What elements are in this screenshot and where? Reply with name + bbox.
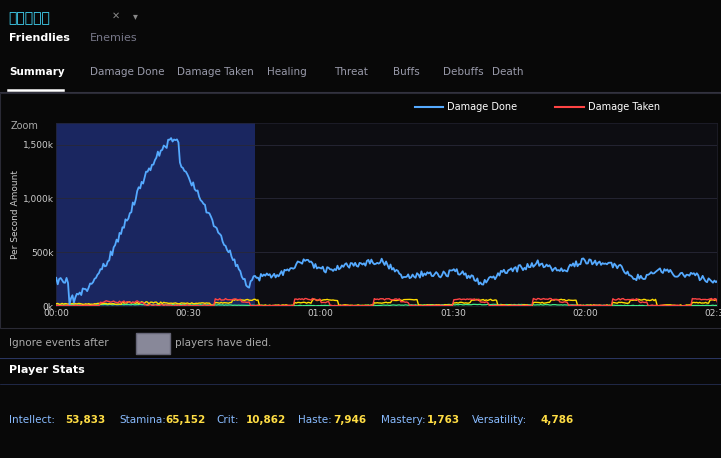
Bar xyxy=(56,123,255,306)
Text: 10,862: 10,862 xyxy=(246,415,286,425)
Text: Stamina:: Stamina: xyxy=(119,415,166,425)
Text: Healing: Healing xyxy=(267,67,306,77)
Text: Friendlies: Friendlies xyxy=(9,33,69,43)
Text: Mastery:: Mastery: xyxy=(381,415,425,425)
Text: 1,763: 1,763 xyxy=(427,415,460,425)
Text: Death: Death xyxy=(492,67,524,77)
Text: Crit:: Crit: xyxy=(216,415,239,425)
Text: Summary: Summary xyxy=(9,67,65,77)
Text: Zoom: Zoom xyxy=(11,121,39,131)
Text: Damage Taken: Damage Taken xyxy=(177,67,253,77)
Text: Buffs: Buffs xyxy=(393,67,420,77)
Text: 53,833: 53,833 xyxy=(66,415,106,425)
Text: Intellect:: Intellect: xyxy=(9,415,55,425)
Text: Versatility:: Versatility: xyxy=(472,415,528,425)
Text: 7,946: 7,946 xyxy=(333,415,366,425)
Text: Threat: Threat xyxy=(335,67,368,77)
FancyBboxPatch shape xyxy=(136,333,170,354)
Text: 65,152: 65,152 xyxy=(165,415,205,425)
Text: 凛列的寒風: 凛列的寒風 xyxy=(9,11,50,25)
Text: ✕: ✕ xyxy=(112,11,120,21)
Text: Damage Done: Damage Done xyxy=(90,67,164,77)
Text: Damage Taken: Damage Taken xyxy=(588,102,660,112)
Text: Player Stats: Player Stats xyxy=(9,365,84,375)
Text: players have died.: players have died. xyxy=(175,338,272,348)
Text: Damage Done: Damage Done xyxy=(447,102,517,112)
Text: Haste:: Haste: xyxy=(298,415,332,425)
Text: 4,786: 4,786 xyxy=(540,415,573,425)
Text: ▾: ▾ xyxy=(133,11,138,21)
Text: Ignore events after: Ignore events after xyxy=(9,338,108,348)
Text: Enemies: Enemies xyxy=(90,33,138,43)
Y-axis label: Per Second Amount: Per Second Amount xyxy=(11,170,19,259)
Text: Debuffs: Debuffs xyxy=(443,67,483,77)
